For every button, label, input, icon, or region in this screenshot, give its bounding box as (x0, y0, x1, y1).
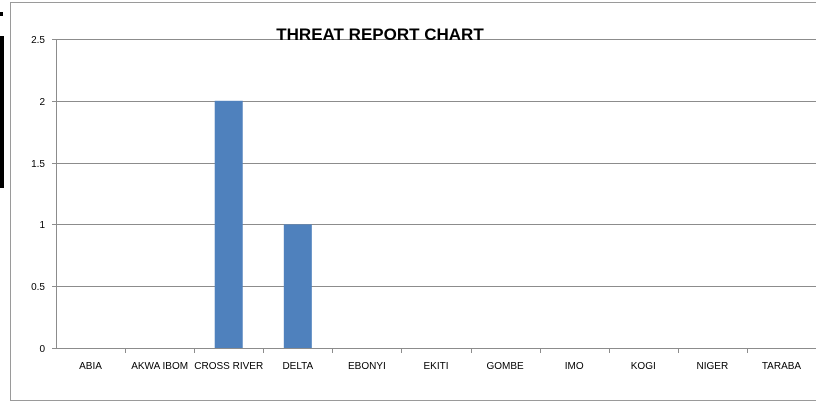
x-tick-label: GOMBE (486, 361, 524, 372)
edge-bar-mark (0, 36, 4, 188)
chart-frame (10, 2, 816, 401)
x-tick-label: IMO (565, 361, 584, 372)
y-tick-label: 2 (39, 97, 45, 108)
gridlines (52, 39, 816, 287)
chart-title: THREAT REPORT CHART (276, 25, 484, 44)
y-tick-label: 1 (39, 220, 45, 231)
x-tick-label: DELTA (282, 361, 313, 372)
axes (52, 39, 816, 353)
y-tick-label: 2.5 (31, 35, 45, 46)
x-tick-label: KOGI (631, 361, 656, 372)
x-tick-label: AKWA IBOM (131, 361, 188, 372)
bars (214, 100, 312, 348)
y-axis-tick-labels: 0 0.5 1 1.5 2 2.5 (31, 35, 45, 355)
x-axis-tick-labels: ABIA AKWA IBOM CROSS RIVER DELTA EBONYI EKITI… (79, 361, 801, 372)
bar-cross-river (214, 100, 243, 348)
x-tick-label: EKITI (423, 361, 448, 372)
edge-tick-mark (0, 12, 3, 16)
bar-delta (283, 224, 312, 348)
x-tick-label: EBONYI (348, 361, 386, 372)
y-tick-label: 0.5 (31, 282, 45, 293)
x-tick-label: NIGER (697, 361, 729, 372)
x-tick-label: ABIA (79, 361, 102, 372)
y-tick-label: 0 (39, 344, 45, 355)
x-tick-label: TARABA (762, 361, 802, 372)
y-tick-label: 1.5 (31, 159, 45, 170)
x-tick-label: CROSS RIVER (194, 361, 263, 372)
